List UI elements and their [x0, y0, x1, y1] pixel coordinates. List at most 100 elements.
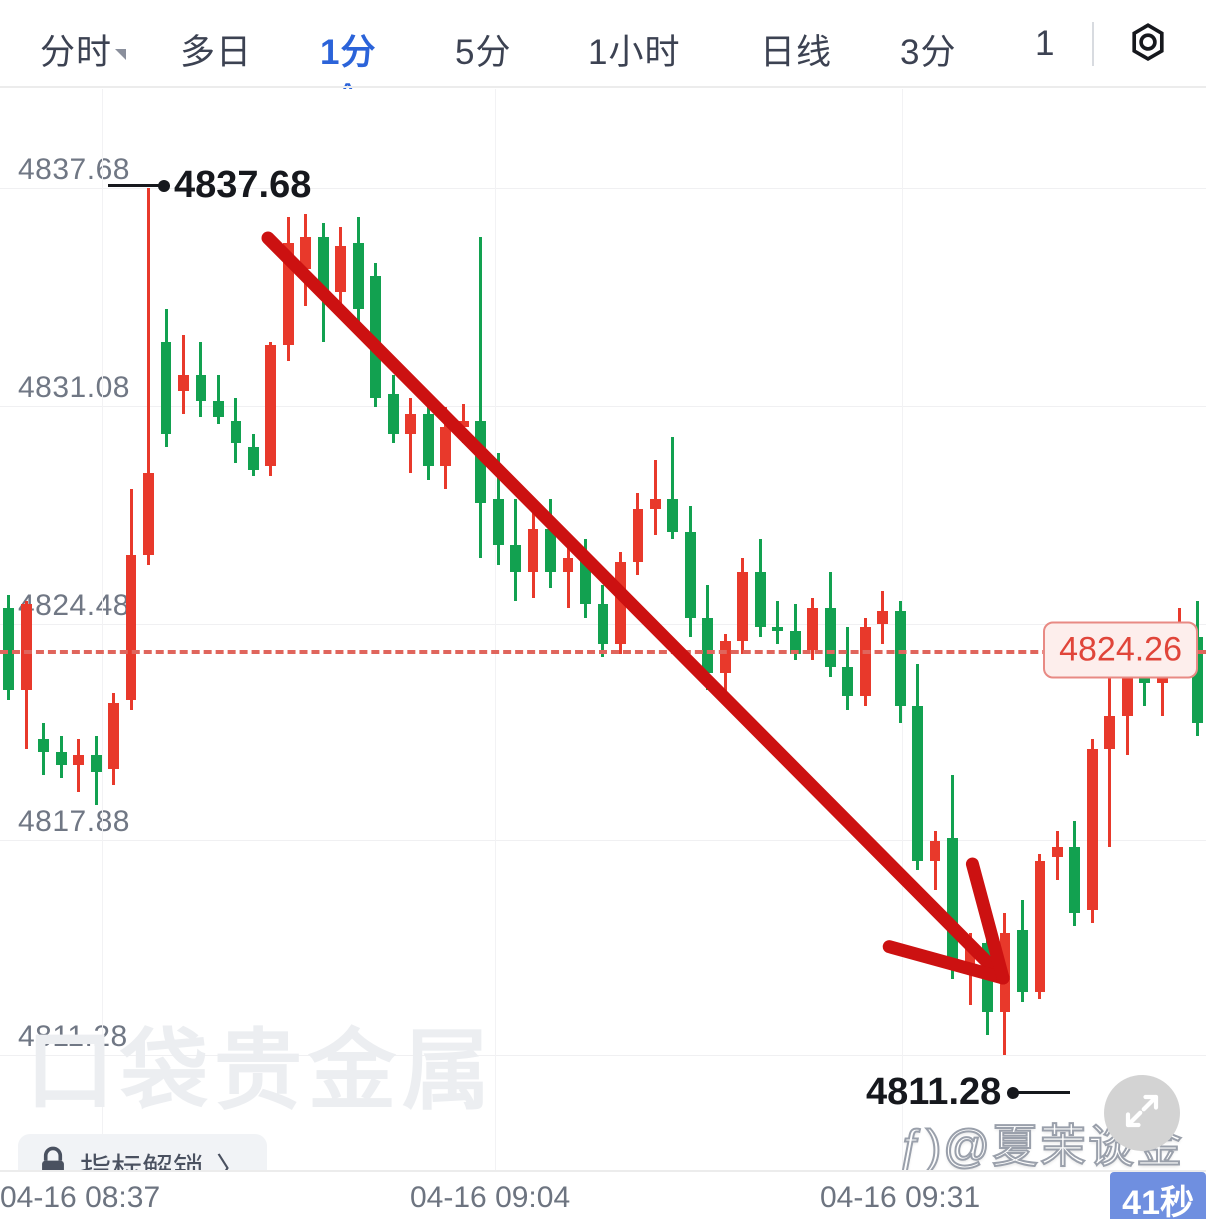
candle-body	[650, 499, 661, 510]
tab-7[interactable]: 1	[1035, 24, 1055, 64]
candle-body	[20, 604, 32, 690]
candle	[580, 89, 591, 1170]
candle	[737, 89, 749, 1170]
candle-body	[387, 394, 399, 434]
candle-body	[1052, 847, 1063, 858]
candle-body	[562, 558, 574, 572]
candle-body	[90, 755, 102, 772]
candle-body	[580, 558, 591, 605]
candle	[527, 89, 539, 1170]
leader-line	[1018, 1091, 1071, 1094]
candle-body	[335, 246, 347, 293]
candle-body	[73, 755, 85, 766]
tab-label: 3分	[900, 33, 957, 72]
candle-wick	[566, 535, 570, 608]
candle	[55, 89, 67, 1170]
candle-body	[248, 446, 259, 470]
tab-3[interactable]: 5分	[455, 24, 511, 75]
candle	[195, 89, 207, 1170]
candle-body	[160, 341, 172, 434]
candle-body	[405, 413, 417, 434]
candle-body	[108, 702, 120, 769]
tab-5[interactable]: 日线	[760, 24, 832, 75]
candle-body	[859, 627, 871, 697]
candle-wick	[147, 188, 151, 565]
tab-2[interactable]: 1分^	[320, 24, 377, 105]
candle	[213, 89, 224, 1170]
candle	[982, 89, 993, 1170]
annotation-value: 4837.68	[174, 164, 312, 206]
tab-4[interactable]: 1小时	[588, 24, 680, 75]
tab-label: 分时	[40, 33, 113, 72]
candle-body	[195, 374, 207, 401]
candle-wick	[1108, 653, 1112, 848]
tab-label: 5分	[455, 33, 512, 72]
candle-body	[615, 561, 626, 644]
candle-body	[3, 607, 15, 690]
candle-body	[55, 752, 67, 766]
candle-body	[370, 276, 382, 398]
candle-body	[702, 617, 714, 674]
candle	[772, 89, 784, 1170]
candle-body	[877, 610, 889, 625]
candle-wick	[479, 236, 483, 559]
candle-body	[632, 509, 644, 562]
candle-body	[999, 932, 1011, 1012]
tab-1[interactable]: 多日	[180, 24, 252, 75]
candle-body	[440, 427, 452, 467]
x-axis-label-1: 04-16 09:04	[410, 1181, 571, 1214]
candle	[859, 89, 871, 1170]
candle-body	[842, 666, 854, 697]
candle-body	[719, 640, 731, 674]
candle	[143, 89, 154, 1170]
current-price-tag: 4824.26	[1043, 621, 1198, 679]
fullscreen-button[interactable]	[1104, 1075, 1180, 1151]
tab-6[interactable]: 3分	[900, 24, 956, 75]
tab-label: 1分	[320, 33, 377, 72]
candle	[947, 89, 958, 1170]
tab-0[interactable]: 分时	[40, 24, 127, 75]
timeframe-tabbar: 分时 多日 1分^ 5分 1小时 日线 3分 1	[0, 0, 1206, 105]
candle	[562, 89, 574, 1170]
candle	[160, 89, 172, 1170]
gear-icon[interactable]	[1125, 21, 1171, 72]
candle-body	[352, 243, 364, 309]
leader-dot	[158, 179, 170, 192]
candle	[178, 89, 189, 1170]
candle	[789, 89, 801, 1170]
candle-body	[230, 420, 242, 444]
candle-wick	[968, 932, 972, 1006]
candle	[807, 89, 819, 1170]
candle	[929, 89, 941, 1170]
candle	[125, 89, 137, 1170]
y-axis-label-3: 4817.88	[18, 805, 130, 838]
candle-body	[38, 739, 50, 753]
candle-body	[1121, 676, 1133, 717]
candle	[824, 89, 836, 1170]
brand-watermark: 口袋贵金属	[26, 1021, 497, 1120]
leader-dot	[1007, 1086, 1020, 1099]
candle	[964, 89, 976, 1170]
candle-body	[125, 555, 137, 700]
candle-body	[178, 374, 189, 391]
candle-wick	[1160, 653, 1164, 717]
candle-body	[492, 499, 504, 546]
candle-body	[947, 837, 958, 966]
candle	[90, 89, 102, 1170]
candle	[684, 89, 696, 1170]
candlestick-plot[interactable]: 4837.68 4831.08 4824.48 4817.88 4811.28 4824.…	[0, 89, 1206, 1170]
candle-body	[1017, 929, 1028, 992]
candle	[510, 89, 522, 1170]
candle-body	[213, 400, 224, 418]
candle-body	[527, 528, 539, 572]
candle-body	[282, 243, 294, 345]
candle	[877, 89, 889, 1170]
candle	[230, 89, 242, 1170]
y-axis-label-0: 4837.68	[18, 153, 130, 186]
candle	[1034, 89, 1046, 1170]
candle-body	[597, 604, 609, 644]
candle	[20, 89, 32, 1170]
candle-body	[300, 236, 312, 270]
horizontal-gridline	[0, 188, 1206, 189]
candle-body	[737, 571, 749, 641]
